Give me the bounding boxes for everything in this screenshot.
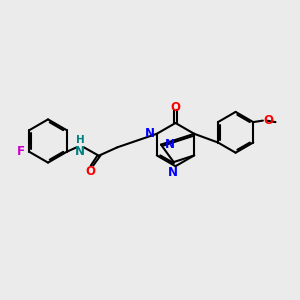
- Text: H: H: [76, 135, 85, 145]
- Text: F: F: [17, 145, 25, 158]
- Text: N: N: [168, 166, 178, 179]
- Text: N: N: [144, 127, 154, 140]
- Text: O: O: [170, 101, 181, 114]
- Text: N: N: [75, 145, 85, 158]
- Text: O: O: [85, 165, 95, 178]
- Text: N: N: [165, 137, 175, 151]
- Text: O: O: [263, 114, 274, 127]
